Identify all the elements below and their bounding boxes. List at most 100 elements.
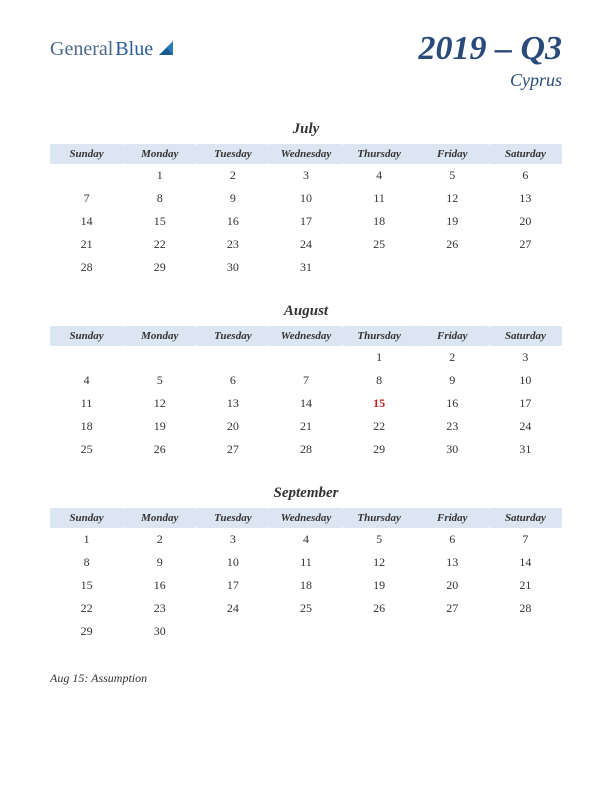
calendar-cell: 6 — [489, 164, 562, 187]
calendar-cell: 22 — [123, 233, 196, 256]
calendar-cell: 20 — [196, 415, 269, 438]
calendar-cell: 13 — [416, 551, 489, 574]
calendar-row: 891011121314 — [50, 551, 562, 574]
calendar-cell: 2 — [416, 346, 489, 369]
calendar-cell: 15 — [123, 210, 196, 233]
calendar-cell: 21 — [50, 233, 123, 256]
calendar-cell: 1 — [343, 346, 416, 369]
day-header: Wednesday — [269, 144, 342, 164]
calendar-cell: 4 — [269, 528, 342, 551]
calendar-row: 11121314151617 — [50, 392, 562, 415]
calendar-cell: 12 — [343, 551, 416, 574]
calendar-cell: 16 — [416, 392, 489, 415]
calendar-cell: 25 — [50, 438, 123, 461]
calendar-cell: 28 — [489, 597, 562, 620]
month-name: September — [50, 485, 562, 502]
calendar-row: 78910111213 — [50, 187, 562, 210]
day-header: Friday — [416, 144, 489, 164]
day-header: Saturday — [489, 144, 562, 164]
calendar-cell — [416, 256, 489, 279]
calendar-cell: 3 — [269, 164, 342, 187]
calendar-cell: 6 — [416, 528, 489, 551]
calendar-cell: 22 — [50, 597, 123, 620]
calendar-cell: 29 — [343, 438, 416, 461]
calendar-cell: 16 — [123, 574, 196, 597]
calendar-cell: 11 — [50, 392, 123, 415]
day-header: Sunday — [50, 326, 123, 346]
calendar-cell: 29 — [123, 256, 196, 279]
calendar-row: 22232425262728 — [50, 597, 562, 620]
title-block: 2019 – Q3 Cyprus — [418, 30, 562, 91]
calendar-cell: 14 — [489, 551, 562, 574]
calendar-cell: 23 — [416, 415, 489, 438]
calendar-cell: 30 — [123, 620, 196, 643]
calendar-cell — [343, 620, 416, 643]
calendar-cell: 2 — [196, 164, 269, 187]
calendar-row: 21222324252627 — [50, 233, 562, 256]
day-header: Monday — [123, 144, 196, 164]
calendar-row: 123 — [50, 346, 562, 369]
calendar-cell — [123, 346, 196, 369]
calendar-cell: 19 — [123, 415, 196, 438]
day-header: Tuesday — [196, 144, 269, 164]
calendar-cell: 20 — [416, 574, 489, 597]
holiday-entry: Aug 15: Assumption — [50, 671, 562, 686]
calendar-cell: 27 — [489, 233, 562, 256]
calendar-cell: 1 — [50, 528, 123, 551]
calendar-cell: 13 — [489, 187, 562, 210]
day-header: Monday — [123, 508, 196, 528]
month-block-september: SeptemberSundayMondayTuesdayWednesdayThu… — [50, 485, 562, 643]
day-header: Tuesday — [196, 326, 269, 346]
calendar-cell: 21 — [489, 574, 562, 597]
calendar-row: 15161718192021 — [50, 574, 562, 597]
calendar-cell: 25 — [343, 233, 416, 256]
calendar-cell — [489, 620, 562, 643]
day-header: Sunday — [50, 144, 123, 164]
calendar-cell — [196, 346, 269, 369]
calendar-cell: 11 — [343, 187, 416, 210]
month-name: August — [50, 303, 562, 320]
day-header: Tuesday — [196, 508, 269, 528]
logo-text-general: General — [50, 38, 113, 61]
day-header: Thursday — [343, 326, 416, 346]
calendar-row: 25262728293031 — [50, 438, 562, 461]
calendar-cell: 8 — [343, 369, 416, 392]
day-header: Sunday — [50, 508, 123, 528]
calendar-cell: 22 — [343, 415, 416, 438]
calendar-cell: 31 — [489, 438, 562, 461]
calendar-cell: 10 — [269, 187, 342, 210]
calendar-cell: 15 — [50, 574, 123, 597]
calendars-container: JulySundayMondayTuesdayWednesdayThursday… — [50, 121, 562, 643]
calendar-cell: 7 — [50, 187, 123, 210]
title-quarter: 2019 – Q3 — [418, 30, 562, 68]
calendar-row: 123456 — [50, 164, 562, 187]
calendar-cell: 25 — [269, 597, 342, 620]
calendar-cell: 8 — [123, 187, 196, 210]
calendar-cell: 15 — [343, 392, 416, 415]
calendar-table: SundayMondayTuesdayWednesdayThursdayFrid… — [50, 144, 562, 279]
calendar-cell: 13 — [196, 392, 269, 415]
calendar-cell: 17 — [269, 210, 342, 233]
calendar-row: 45678910 — [50, 369, 562, 392]
calendar-cell: 11 — [269, 551, 342, 574]
day-header: Saturday — [489, 508, 562, 528]
calendar-cell: 30 — [416, 438, 489, 461]
calendar-cell — [489, 256, 562, 279]
calendar-cell: 5 — [123, 369, 196, 392]
calendar-cell: 7 — [489, 528, 562, 551]
calendar-cell: 31 — [269, 256, 342, 279]
calendar-cell — [269, 620, 342, 643]
calendar-cell: 9 — [196, 187, 269, 210]
calendar-cell: 23 — [123, 597, 196, 620]
calendar-cell: 28 — [50, 256, 123, 279]
calendar-cell: 9 — [416, 369, 489, 392]
day-header: Friday — [416, 326, 489, 346]
calendar-cell: 7 — [269, 369, 342, 392]
calendar-cell: 14 — [269, 392, 342, 415]
calendar-cell — [269, 346, 342, 369]
month-block-august: AugustSundayMondayTuesdayWednesdayThursd… — [50, 303, 562, 461]
calendar-cell: 24 — [489, 415, 562, 438]
calendar-cell: 24 — [269, 233, 342, 256]
calendar-row: 28293031 — [50, 256, 562, 279]
calendar-cell: 8 — [50, 551, 123, 574]
